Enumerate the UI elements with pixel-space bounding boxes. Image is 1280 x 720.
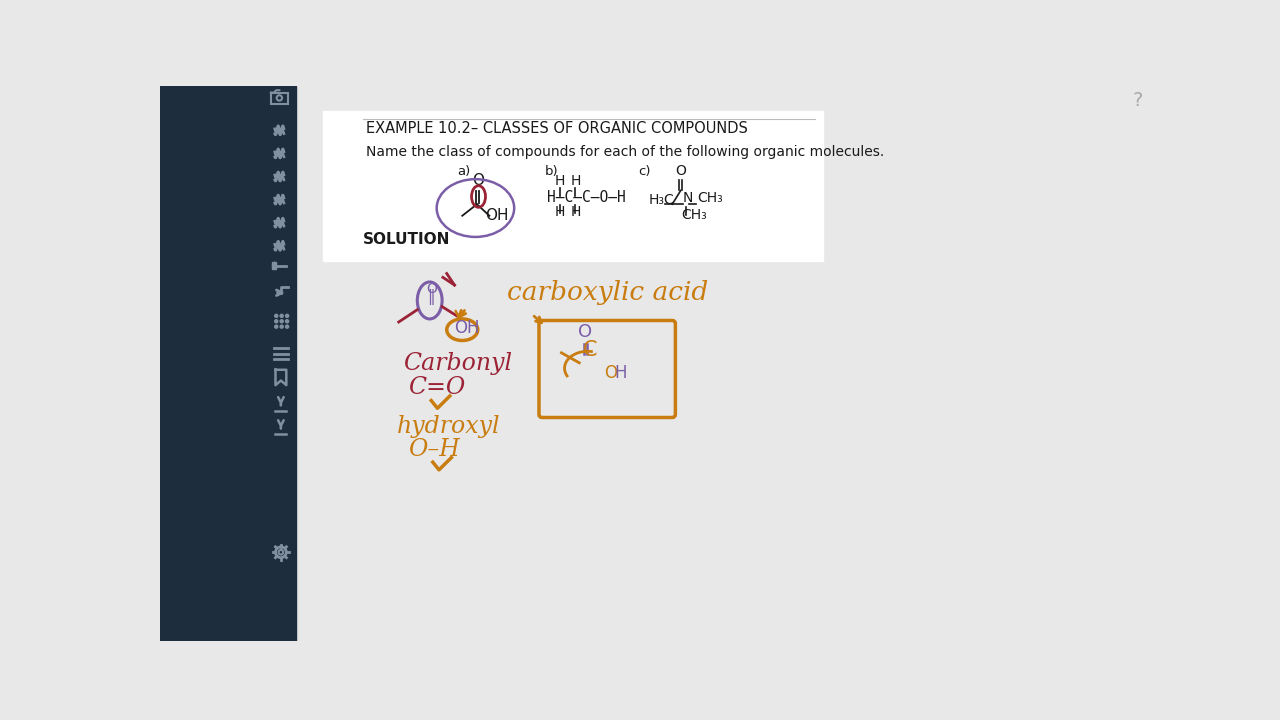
Text: b): b) bbox=[545, 165, 559, 178]
Text: CH₃: CH₃ bbox=[681, 208, 707, 222]
Text: EXAMPLE 10.2– CLASSES OF ORGANIC COMPOUNDS: EXAMPLE 10.2– CLASSES OF ORGANIC COMPOUN… bbox=[366, 120, 748, 135]
Bar bbox=[271, 93, 288, 104]
Bar bbox=[273, 262, 276, 269]
Text: N: N bbox=[684, 191, 694, 205]
Circle shape bbox=[275, 315, 278, 318]
Text: H: H bbox=[554, 204, 564, 219]
Polygon shape bbox=[273, 262, 275, 270]
Circle shape bbox=[285, 320, 289, 323]
Bar bbox=[160, 86, 296, 641]
Text: H–C–C–O–H: H–C–C–O–H bbox=[548, 190, 626, 205]
Text: SOLUTION: SOLUTION bbox=[364, 233, 451, 247]
Text: ‖: ‖ bbox=[428, 289, 435, 305]
Text: ?: ? bbox=[1133, 91, 1143, 109]
Text: C=O: C=O bbox=[408, 377, 465, 400]
Circle shape bbox=[280, 325, 283, 328]
Circle shape bbox=[285, 315, 289, 318]
Bar bbox=[323, 111, 823, 261]
Text: Carbonyl: Carbonyl bbox=[403, 352, 512, 374]
Text: O: O bbox=[426, 282, 438, 296]
Circle shape bbox=[285, 325, 289, 328]
Circle shape bbox=[280, 315, 283, 318]
Text: H: H bbox=[554, 174, 564, 188]
Text: H: H bbox=[570, 204, 581, 219]
Text: H₃C: H₃C bbox=[648, 193, 675, 207]
Text: O–H: O–H bbox=[408, 438, 460, 461]
Text: O: O bbox=[676, 164, 686, 178]
Text: OH: OH bbox=[454, 319, 480, 337]
Text: OH: OH bbox=[485, 208, 509, 223]
Text: H: H bbox=[614, 364, 627, 382]
Circle shape bbox=[280, 320, 283, 323]
Text: O: O bbox=[604, 364, 617, 382]
Text: O: O bbox=[577, 323, 591, 341]
Text: hydroxyl: hydroxyl bbox=[397, 415, 500, 438]
Text: a): a) bbox=[457, 165, 470, 178]
Text: O: O bbox=[472, 173, 484, 188]
Text: C: C bbox=[582, 340, 596, 360]
Text: carboxylic acid: carboxylic acid bbox=[507, 281, 708, 305]
Circle shape bbox=[275, 325, 278, 328]
Text: Name the class of compounds for each of the following organic molecules.: Name the class of compounds for each of … bbox=[366, 145, 884, 158]
Text: H: H bbox=[570, 174, 581, 188]
Text: CH₃: CH₃ bbox=[698, 191, 723, 205]
Circle shape bbox=[275, 320, 278, 323]
Text: c): c) bbox=[639, 165, 650, 178]
